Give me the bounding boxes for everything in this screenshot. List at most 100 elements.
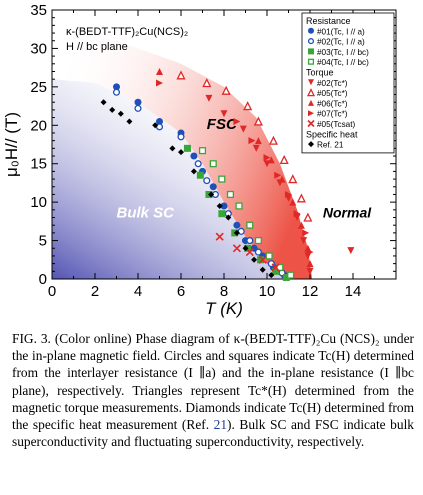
y-tick-label: 10 <box>30 194 47 211</box>
data-point <box>268 272 275 279</box>
data-point <box>272 267 280 275</box>
data-point <box>257 256 265 264</box>
data-point <box>156 79 163 87</box>
data-point <box>233 221 241 229</box>
data-point <box>285 190 292 198</box>
data-point <box>245 248 254 257</box>
data-point <box>279 154 289 165</box>
data-point <box>304 244 312 252</box>
legend-group-title: Torque <box>306 68 334 78</box>
phase-diagram-chart: 0 2 4 6 8 10 12 14 0 5 10 15 20 25 30 35 T (K) μ₀H// (T) κ… <box>2 2 397 318</box>
data-point <box>302 229 310 237</box>
fsc-region-label: FSC <box>207 116 238 133</box>
data-point <box>242 245 249 252</box>
data-point <box>251 256 258 263</box>
x-tick-label: 6 <box>177 283 185 300</box>
legend: Resistance#01(Tc, I // a) #02(Tc, I // a)… <box>301 12 395 154</box>
x-tick-label: 0 <box>48 283 56 300</box>
series-04-tc-i-bc <box>198 147 295 279</box>
data-point <box>100 99 107 106</box>
series-05-tcsat <box>215 232 280 272</box>
caption-text-2: ). Bulk SC and FSC indicate bulk superco… <box>12 417 414 450</box>
y-tick-label: 35 <box>30 2 47 19</box>
data-point <box>221 85 231 95</box>
caption-text-1: FIG. 3. (Color online) Phase diagram of … <box>12 331 414 433</box>
y-axis-label: μ₀H// (T) <box>2 112 21 177</box>
data-point <box>190 168 197 175</box>
data-point <box>304 252 312 260</box>
legend-marker <box>306 88 316 97</box>
data-point <box>134 98 142 106</box>
data-point <box>276 263 284 272</box>
legend-marker <box>307 119 315 128</box>
data-point <box>243 101 253 111</box>
data-point <box>202 78 212 88</box>
legend-marker <box>307 38 315 45</box>
y-tick-label: 0 <box>39 271 47 288</box>
data-point <box>306 248 314 256</box>
data-point <box>252 144 260 152</box>
data-point <box>208 191 215 198</box>
chart-title-field-direction: H // bc plane <box>66 41 128 53</box>
data-point <box>226 190 235 199</box>
data-point <box>112 88 121 96</box>
legend-marker <box>308 99 314 106</box>
legend-entry-label: #03(Tc, I // bc) <box>317 48 369 57</box>
data-point <box>347 247 355 255</box>
legend-marker <box>308 48 314 55</box>
data-point <box>235 202 243 210</box>
legend-entry-label: Ref. 21 <box>317 141 344 150</box>
x-tick-label: 2 <box>91 283 99 300</box>
legend-group-title: Specific heat <box>306 129 358 139</box>
data-point <box>178 149 184 156</box>
data-point <box>216 202 223 209</box>
data-point <box>288 174 298 184</box>
data-point <box>246 221 254 229</box>
legend-entry-label: #02(Tc*) <box>317 79 348 88</box>
x-tick-label: 4 <box>134 283 142 300</box>
data-point <box>268 135 279 145</box>
phase-diagram-figure: 0 2 4 6 8 10 12 14 0 5 10 15 20 25 30 35 T (K) μ₀H// (T) κ… <box>2 2 397 318</box>
x-axis-label: T (K) <box>205 299 243 318</box>
data-point <box>300 237 308 245</box>
normal-region-label: Normal <box>323 205 372 221</box>
y-tick-label: 15 <box>30 156 47 173</box>
data-point <box>289 198 297 206</box>
legend-entry-label: #06(Tc*) <box>317 99 348 108</box>
legend-entry-label: #04(Tc, I // bc) <box>317 58 369 67</box>
legend-marker <box>308 79 314 86</box>
bulk-sc-region-label: Bulk SC <box>117 205 176 222</box>
data-point <box>263 154 271 162</box>
data-point <box>232 244 241 253</box>
figure-caption: FIG. 3. (Color online) Phase diagram of … <box>12 330 414 450</box>
data-point <box>156 67 163 75</box>
legend-entry-label: #02(Tc, I // a) <box>317 38 365 47</box>
legend-marker <box>308 27 314 34</box>
data-point <box>156 117 163 125</box>
data-point <box>233 117 241 125</box>
data-point <box>134 104 142 112</box>
y-tick-label: 30 <box>30 40 47 57</box>
legend-group-title: Resistance <box>306 16 351 26</box>
data-point <box>239 125 247 133</box>
data-point <box>306 267 314 275</box>
data-point <box>287 271 295 279</box>
data-point <box>296 193 306 203</box>
data-point <box>253 116 263 126</box>
series-07-tc <box>156 79 314 256</box>
legend-entry-label: #05(Tc*) <box>317 89 348 98</box>
caption-reference-link[interactable]: 21 <box>213 417 228 433</box>
data-point <box>274 171 282 179</box>
data-point <box>215 232 224 241</box>
data-point <box>225 214 232 221</box>
data-point <box>259 266 266 273</box>
legend-marker <box>307 58 315 65</box>
data-point <box>254 248 262 256</box>
data-point <box>218 210 226 218</box>
data-point <box>248 137 256 145</box>
data-point <box>306 260 314 268</box>
data-point <box>220 202 228 210</box>
data-point <box>220 110 228 118</box>
data-point <box>218 175 226 183</box>
data-point <box>152 122 159 129</box>
